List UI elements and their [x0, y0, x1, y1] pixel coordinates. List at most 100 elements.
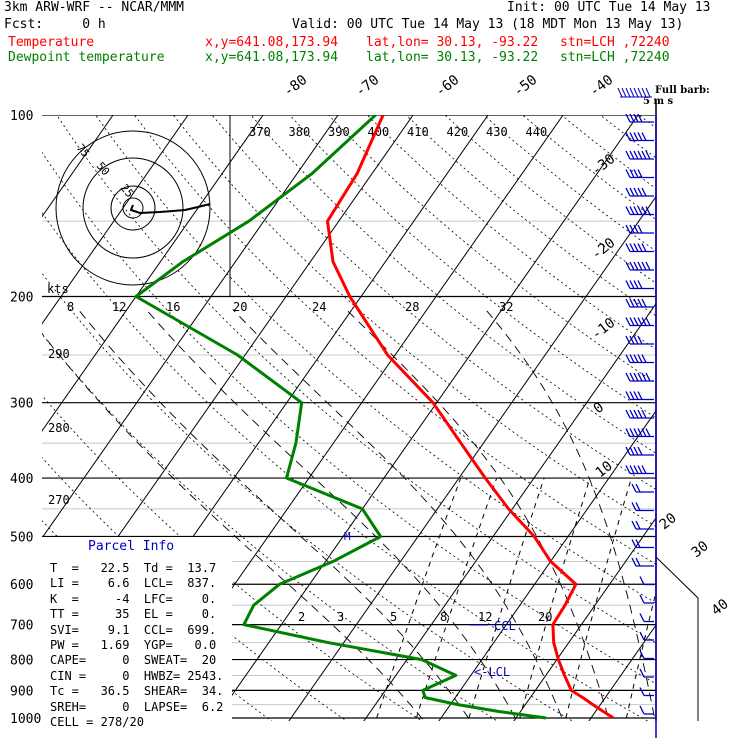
moist-adiabat	[77, 309, 472, 721]
barb-flag	[637, 335, 643, 345]
barb-flag	[625, 169, 631, 178]
barb-flag	[645, 372, 651, 382]
mixing-ratio-label: 12	[478, 610, 492, 624]
wind-barb	[625, 391, 654, 401]
barb-flag	[641, 372, 647, 382]
moist-adiabat	[145, 309, 518, 721]
wind-barb	[639, 668, 654, 678]
barb-flag	[633, 150, 639, 160]
wind-barb	[625, 206, 654, 216]
barb-flag	[637, 206, 643, 215]
barb-flag	[639, 687, 645, 696]
parcel-info-row: LI = 6.6 LCL= 837.	[50, 576, 217, 591]
hodo-speed-label: 16	[166, 300, 180, 314]
barb-flag	[631, 539, 637, 548]
dry-adiabat	[678, 115, 740, 731]
barb-flag	[637, 354, 643, 363]
wind-barb	[631, 483, 654, 493]
dry-adiabat	[599, 115, 656, 159]
wind-barb	[631, 557, 654, 567]
barb-flag	[635, 520, 641, 530]
barb-flag	[625, 132, 631, 141]
pressure-label: 900	[10, 684, 33, 699]
barb-flag	[629, 409, 635, 419]
barb-flag	[633, 243, 639, 252]
barb-flag	[641, 354, 647, 363]
barb-flag	[629, 354, 635, 363]
pressure-label: 600	[10, 578, 33, 593]
barb-flag	[637, 409, 643, 419]
init-time: Init: 00 UTC Tue 14 May 13	[507, 0, 711, 15]
barb-flag	[645, 150, 651, 160]
isotherm-label: -30	[589, 151, 619, 179]
barb-flag	[633, 409, 639, 419]
barb-flag	[637, 298, 643, 308]
hodo-ring-label: 50	[94, 160, 112, 179]
barb-flag	[641, 317, 647, 326]
barb-legend-line2: 5 m s	[643, 96, 674, 107]
dry-adiabat	[483, 115, 656, 252]
barb-flag	[637, 261, 643, 271]
parcel-info-row: SREH= 0 LAPSE= 6.2	[50, 699, 224, 714]
barb-flag	[637, 224, 643, 234]
wind-barb	[625, 446, 654, 456]
isotherm	[732, 115, 740, 731]
mixing-ratio-label: 8	[440, 610, 447, 624]
barb-flag	[625, 224, 631, 234]
wind-barb	[639, 576, 654, 586]
wind-barb	[639, 613, 654, 623]
barb-flag	[631, 557, 637, 567]
hodo-speed-label: 28	[405, 300, 419, 314]
temperature-latlon: lat,lon= 30.13, -93.22	[366, 35, 539, 50]
dry-adiabat	[42, 212, 649, 721]
pressure-label: 400	[10, 472, 33, 487]
isotherm-label: -60	[433, 72, 463, 100]
barb-flag	[625, 428, 631, 437]
barb-flag	[637, 113, 643, 123]
hodo-ring-label: 25	[118, 182, 136, 201]
pressure-label: 100	[10, 109, 33, 124]
dry-adiabat	[444, 115, 656, 284]
parcel-info-row: TT = 35 EL = 0.	[50, 607, 217, 622]
model-title: 3km ARW-WRF -- NCAR/MMM	[4, 0, 185, 15]
isotherm	[657, 115, 740, 731]
barb-flag	[641, 187, 647, 197]
barb-flag	[641, 132, 647, 141]
barb-flag	[637, 132, 643, 141]
barb-legend-flag	[625, 87, 631, 98]
barb-flag	[641, 261, 647, 271]
isotherm-label: 0	[591, 399, 607, 417]
barb-flag	[629, 428, 635, 437]
dewpoint-station: stn=LCH ,72240	[560, 50, 670, 65]
barb-flag	[629, 335, 635, 345]
wind-barb	[631, 520, 654, 530]
isotherm-label: -50	[511, 72, 541, 100]
wind-barb	[625, 354, 654, 364]
wind-barb	[625, 224, 654, 234]
barb-flag	[625, 187, 631, 197]
parcel-info-row: CELL = 278/20	[50, 715, 144, 729]
isotherm	[0, 115, 38, 731]
parcel-info-row: PW = 1.69 YGP= 0.0	[50, 638, 217, 652]
barb-flag	[641, 243, 647, 252]
mixing-ratio-line	[519, 477, 591, 719]
wind-barb	[625, 187, 654, 197]
barb-flag	[633, 317, 639, 326]
barb-flag	[641, 298, 647, 308]
parcel-info-row: T = 22.5 Td = 13.7	[50, 561, 217, 575]
barb-flag	[633, 298, 639, 308]
wind-barb	[625, 280, 654, 290]
barb-flag	[641, 428, 647, 437]
barb-flag	[633, 206, 639, 215]
barb-flag	[633, 354, 639, 363]
dry-adiabat-label: 290	[48, 347, 70, 361]
isotherm	[42, 115, 339, 539]
barb-flag	[625, 409, 631, 419]
barb-flag	[633, 169, 639, 178]
barb-flag	[629, 187, 635, 197]
barb-legend-flag	[633, 87, 639, 98]
hodo-speed-label: 24	[312, 300, 326, 314]
theta-label: 410	[407, 125, 429, 139]
dewpoint-profile	[134, 115, 547, 720]
wind-barb	[625, 409, 654, 419]
